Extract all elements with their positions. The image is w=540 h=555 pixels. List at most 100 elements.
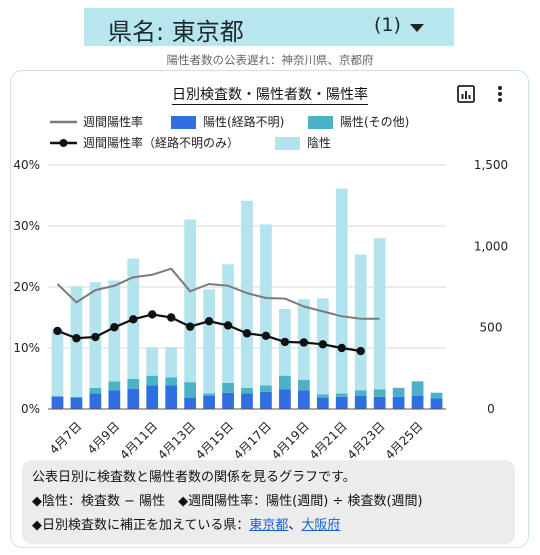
selection-count: (1) — [374, 14, 401, 36]
series-point — [91, 332, 100, 342]
series-point — [110, 323, 119, 332]
series-point — [223, 321, 233, 330]
x-tick-label: 4月25日 — [383, 419, 426, 462]
prefecture-label: 県名: 東京都 — [108, 18, 244, 46]
series-point — [261, 331, 271, 340]
bar-negative — [203, 289, 215, 394]
x-tick-label: 4月7日 — [47, 419, 85, 457]
bar-positive-other — [108, 381, 121, 391]
bar-negative — [335, 188, 348, 394]
bar-positive-other — [89, 387, 102, 394]
bar-positive-other — [411, 381, 424, 396]
x-tick-label: 4月21日 — [307, 419, 350, 462]
y-left-tick: 0% — [21, 402, 40, 416]
y-left-tick: 20% — [13, 280, 40, 294]
bar-positive-other — [70, 396, 83, 398]
series-point — [53, 326, 62, 336]
y-right-tick: 0 — [487, 402, 495, 416]
x-tick-label: 4月11日 — [117, 419, 160, 462]
y-right-tick: 1,000 — [474, 239, 508, 253]
y-right-tick: 500 — [480, 321, 503, 335]
bar-positive-unknown — [203, 395, 215, 409]
link-tokyo[interactable]: 東京都 — [249, 518, 289, 533]
bar-positive-unknown — [146, 385, 159, 409]
bar-negative — [354, 254, 367, 391]
info-box: 公表日別に検査数と陽性者数の関係を見るグラフです。 ◆陰性：検査数 − 陽性 ◆… — [22, 460, 515, 544]
bar-positive-unknown — [89, 393, 102, 409]
bar-positive-other — [146, 375, 159, 386]
y-right-tick: 1,500 — [474, 158, 508, 172]
insights-icon[interactable] — [456, 84, 476, 104]
x-tick-label: 4月13日 — [155, 419, 198, 462]
bar-negative — [146, 347, 159, 376]
series-point — [148, 310, 157, 319]
dropdown-caret-icon[interactable] — [410, 24, 424, 32]
bar-positive-unknown — [51, 396, 64, 409]
info-line-2: ◆陰性：検査数 − 陽性 ◆週間陽性率：陽性(週間) ÷ 検査数(週間) — [32, 494, 423, 509]
bar-positive-unknown — [165, 385, 178, 409]
bar-positive-other — [373, 389, 386, 397]
y-left-tick: 40% — [13, 158, 40, 172]
bar-negative — [165, 347, 178, 378]
bar-positive-other — [203, 393, 215, 396]
bar-positive-unknown — [127, 388, 140, 409]
bar-positive-unknown — [279, 389, 291, 409]
legend-swatch — [308, 116, 333, 129]
bar-positive-unknown — [335, 396, 348, 409]
bar-positive-other — [127, 378, 140, 389]
bar-positive-unknown — [184, 397, 197, 409]
series-point — [72, 334, 81, 343]
legend-label: 陽性(経路不明) — [203, 114, 284, 129]
legend-swatch — [275, 137, 300, 150]
reporting-delay-note: 陽性者数の公表遅れ：神奈川県、京都府 — [166, 53, 374, 67]
chart-title: 日別検査数・陽性者数・陽性率 — [172, 87, 368, 105]
legend-label: 週間陽性率 — [83, 114, 143, 129]
bar-positive-other — [260, 385, 272, 392]
x-tick-label: 4月9日 — [85, 419, 123, 457]
bar-negative — [184, 219, 197, 383]
legend-marker — [59, 139, 68, 147]
series-point — [318, 340, 328, 349]
bar-positive-unknown — [260, 391, 272, 409]
bar-positive-other — [297, 379, 310, 391]
series-point — [185, 322, 195, 331]
series-line — [56, 267, 380, 320]
prefecture-selector[interactable]: 県名: 東京都 (1) — [84, 8, 454, 46]
bar-negative — [373, 238, 386, 390]
x-tick-label: 4月17日 — [231, 419, 274, 462]
bar-positive-unknown — [108, 390, 121, 409]
bar-positive-other — [335, 393, 348, 397]
series-point — [129, 315, 138, 324]
bar-positive-other — [165, 377, 178, 386]
info-separator: 、 — [288, 518, 302, 533]
bar-positive-other — [51, 395, 64, 397]
more-vert-icon[interactable] — [492, 84, 508, 104]
x-tick-label: 4月23日 — [345, 419, 388, 462]
info-line-3: ◆日別検査数に補正を加えている県：東京都、大阪府 — [32, 514, 507, 538]
bar-positive-unknown — [392, 396, 405, 409]
bar-positive-other — [430, 392, 443, 399]
y-left-tick: 30% — [13, 219, 40, 233]
bar-positive-other — [354, 390, 367, 396]
bar-negative — [51, 329, 64, 396]
chart-title-wrap: 日別検査数・陽性者数・陽性率 — [0, 84, 540, 105]
series-point — [356, 346, 365, 356]
series-point — [204, 316, 214, 326]
x-tick-label: 4月19日 — [269, 419, 312, 462]
bar-positive-unknown — [411, 395, 424, 409]
series-point — [166, 313, 176, 322]
bar-positive-unknown — [430, 398, 443, 409]
bar-positive-unknown — [297, 390, 310, 409]
bar-positive-unknown — [222, 392, 234, 409]
legend-swatch — [171, 116, 196, 129]
bar-positive-unknown — [316, 397, 329, 409]
bar-positive-unknown — [241, 393, 253, 409]
link-osaka[interactable]: 大阪府 — [301, 518, 341, 533]
bar-positive-unknown — [70, 397, 83, 409]
series-point — [280, 337, 290, 347]
bar-positive-other — [184, 382, 197, 398]
bar-positive-other — [316, 394, 329, 398]
series-point — [299, 338, 309, 347]
y-left-tick: 10% — [13, 341, 40, 355]
